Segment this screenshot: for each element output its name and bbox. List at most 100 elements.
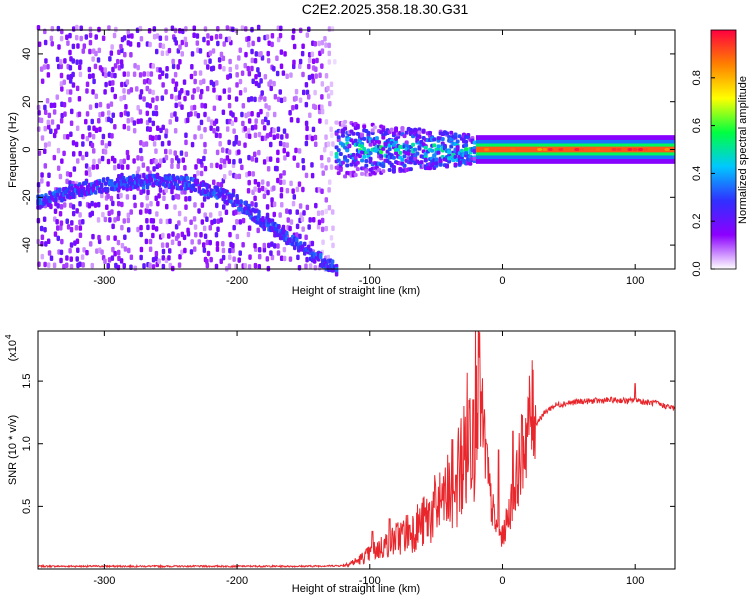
spectrogram-cell — [129, 209, 133, 215]
spectrogram-cell — [145, 41, 150, 47]
spectrogram-cell — [164, 154, 169, 161]
spectrogram-cell — [297, 264, 302, 271]
spectrogram-cell — [164, 89, 168, 95]
spectrogram-cell — [43, 226, 47, 233]
spectrogram-cell — [338, 152, 343, 157]
spectrogram-cell — [276, 149, 280, 156]
spectrogram-cell — [235, 71, 239, 78]
spectrogram-cell — [372, 125, 377, 130]
spectrogram-cell — [275, 70, 280, 77]
spectrogram-cell — [340, 142, 345, 147]
spectrogram-cell — [88, 32, 93, 38]
spectrogram-cell — [314, 202, 318, 209]
spectrogram-cell — [65, 34, 69, 41]
spectrogram-cell — [97, 47, 102, 54]
spectrogram-cell — [181, 157, 185, 163]
spectrogram-cell — [91, 133, 96, 140]
spectrogram-cell — [56, 235, 60, 242]
spectrogram-cell — [76, 247, 80, 253]
spectrogram-cell — [168, 149, 173, 155]
spectrogram-cell — [232, 256, 236, 262]
spectrogram-cell — [192, 216, 197, 222]
spectrogram-cell — [272, 211, 277, 218]
spectrogram-cell — [167, 47, 172, 54]
spectrogram-cell — [224, 36, 229, 43]
spectrogram-cell — [436, 150, 441, 155]
spectrogram-cell — [98, 126, 102, 133]
spectrogram-cell — [297, 181, 302, 187]
spectrogram-cell — [126, 154, 130, 161]
spectrogram-cell — [301, 157, 305, 164]
spectrogram-cell — [295, 209, 300, 215]
spectrogram-cell — [107, 71, 111, 77]
spectrogram-cell — [82, 43, 87, 49]
colorbar: 0.0 0.2 0.4 0.6 0.8 Normalized spectral ampl… — [691, 29, 749, 277]
spectrogram-cell — [215, 80, 219, 86]
spectrogram-cell — [238, 89, 243, 96]
spectrogram-cell — [203, 148, 207, 155]
spectrogram-cell — [103, 89, 107, 95]
spectrogram-cell — [230, 120, 235, 127]
spectrogram-cell — [400, 126, 405, 131]
spectrogram-cell — [94, 34, 98, 40]
spectrogram-cell — [324, 208, 328, 215]
spectrogram-cell — [330, 26, 335, 32]
spectrogram-cell — [218, 164, 223, 170]
spectrogram-cell — [259, 78, 263, 84]
spectrogram-cell — [119, 158, 123, 165]
spectrogram-cell — [122, 71, 127, 77]
spectrogram-cell — [394, 128, 399, 133]
spectrogram-cell — [256, 24, 261, 31]
spectrogram-cell — [193, 111, 198, 117]
spectrogram-cell — [69, 226, 74, 233]
spectrogram-cell — [49, 203, 53, 210]
spectrogram-cell — [228, 254, 232, 260]
spectrogram-cell — [106, 158, 111, 165]
spectrogram-cell — [234, 96, 239, 102]
spectrogram-cell — [117, 255, 121, 262]
spectrogram-cell — [110, 133, 114, 139]
spectrogram-cell — [595, 148, 601, 151]
spectrogram-cell — [391, 167, 396, 172]
spectrogram-cell — [107, 140, 112, 147]
spectrogram-cell — [231, 192, 235, 198]
spectrogram-cell — [133, 202, 137, 209]
spectrogram-cell — [212, 105, 217, 112]
spectrogram-cell — [179, 150, 184, 156]
spectrogram-cell — [193, 187, 198, 193]
spectrogram-cell — [333, 58, 337, 65]
spectrogram-cell — [189, 249, 194, 255]
spectrogram-cell — [238, 78, 243, 85]
spectrogram-cell — [103, 258, 107, 265]
spectrogram-cell — [291, 34, 295, 41]
spectrogram-cell — [313, 265, 318, 271]
spectrogram-cell — [64, 262, 69, 268]
spectrogram-cell — [327, 157, 331, 163]
spectrogram-cell — [137, 174, 142, 180]
spectrogram-cell — [123, 110, 128, 116]
spectrogram-cell — [331, 242, 335, 249]
spectrogram-cell — [320, 104, 324, 111]
spectrogram-cell — [107, 210, 111, 217]
spectrogram-cell — [200, 88, 204, 95]
spectrogram-cell — [85, 81, 90, 88]
spectrogram-cell — [95, 248, 99, 254]
spectrogram-cell — [103, 181, 108, 186]
spectrogram-cell — [148, 103, 152, 109]
spectrogram-cell — [193, 224, 198, 230]
spectrogram-cell — [417, 130, 422, 135]
spectrogram-cell — [326, 85, 330, 92]
spectrogram-cell — [197, 208, 201, 214]
spectrogram-cell — [484, 148, 490, 151]
spectrogram-cell — [331, 225, 335, 232]
spectrogram-cell — [221, 109, 226, 116]
spectrogram-cell — [254, 157, 259, 163]
spectrogram-cell — [98, 101, 103, 108]
spectrogram-cell — [247, 96, 251, 103]
spectrogram-cell — [157, 193, 161, 199]
spectrogram-cell — [71, 151, 76, 157]
spectrogram-cell — [542, 148, 548, 151]
spectrogram-cell — [318, 118, 322, 124]
snr-y-ticks: 0.5 1.0 1.5 — [21, 373, 675, 514]
spectrogram-cell — [178, 44, 182, 50]
